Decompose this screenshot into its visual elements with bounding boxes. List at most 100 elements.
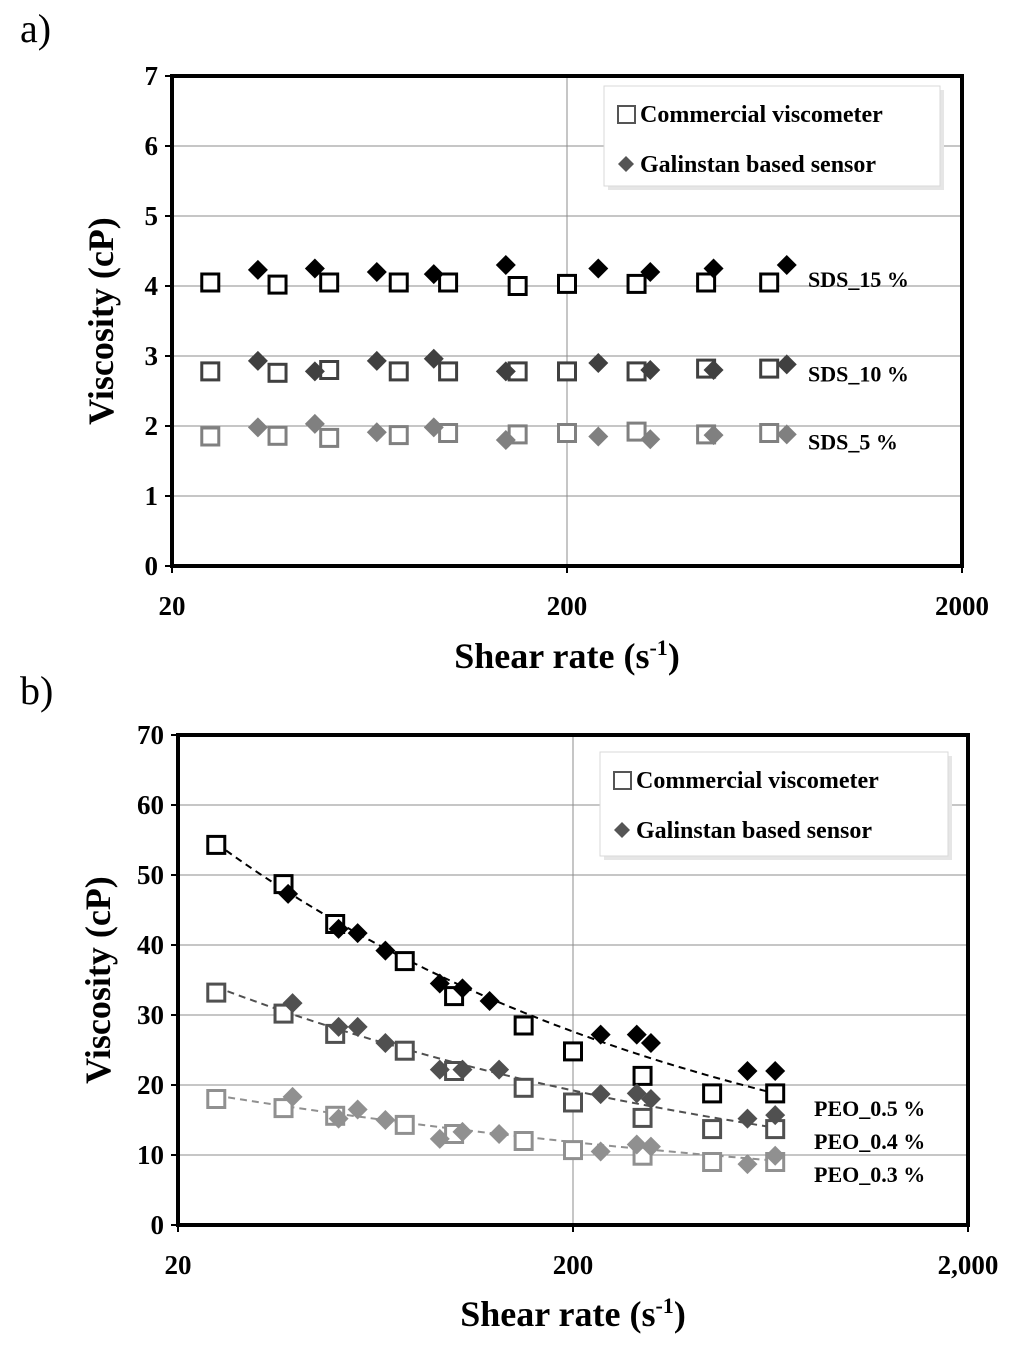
y-tick-label: 6 <box>145 131 159 161</box>
legend-entry-label: Commercial viscometer <box>636 768 879 794</box>
data-point-diamond <box>328 918 349 939</box>
data-point-square <box>626 421 647 442</box>
data-point-square <box>273 1003 294 1024</box>
data-point-square <box>563 1092 583 1113</box>
y-tick-label: 0 <box>151 1210 165 1240</box>
data-point-diamond <box>452 978 473 999</box>
data-point-diamond <box>366 422 387 443</box>
x-axis-title-close: ) <box>668 636 680 676</box>
data-point-square <box>200 272 221 293</box>
data-point-diamond <box>495 430 516 450</box>
y-tick-label: 4 <box>145 271 159 301</box>
data-point-diamond <box>429 1059 450 1080</box>
panel-b-chart: b) 0 10 20 30 40 50 60 70 20 200 2,000 Viscosity (cP… <box>20 668 998 1334</box>
trend-line <box>215 842 776 1095</box>
x-tick-label: 200 <box>547 591 588 621</box>
data-point-diamond <box>640 360 661 380</box>
data-point-square <box>513 1077 534 1098</box>
data-point-diamond <box>479 991 500 1011</box>
data-point-square <box>696 272 717 293</box>
data-point-diamond <box>737 1154 758 1175</box>
data-point-square <box>626 273 647 294</box>
data-point-square <box>206 982 227 1003</box>
data-point-square <box>319 427 340 448</box>
data-point-square <box>632 1065 653 1086</box>
data-point-diamond <box>640 429 661 450</box>
data-point-square <box>702 1083 723 1104</box>
series-annotation: PEO_0.5 % <box>814 1096 925 1121</box>
data-point-diamond <box>347 923 368 944</box>
data-point-diamond <box>304 361 325 382</box>
data-point-diamond <box>347 1016 368 1037</box>
data-point-diamond <box>366 262 387 282</box>
data-point-square <box>388 425 409 446</box>
data-point-diamond <box>776 255 797 275</box>
data-point-square <box>206 834 227 855</box>
data-point-diamond <box>429 1128 450 1149</box>
data-point-diamond <box>375 940 396 961</box>
legend-box <box>603 85 941 187</box>
plot-frame <box>176 733 970 1227</box>
x-axis-title-superscript: -1 <box>655 1293 673 1318</box>
y-tick-label: 2 <box>145 411 159 441</box>
data-point-square <box>200 361 221 382</box>
data-point-diamond <box>429 973 450 994</box>
x-tick-label: 200 <box>553 1250 594 1280</box>
data-point-diamond <box>703 360 724 380</box>
data-point-diamond <box>776 354 797 375</box>
data-point-square <box>394 1114 415 1135</box>
y-tick-label: 20 <box>137 1070 164 1100</box>
data-point-diamond <box>328 1016 349 1037</box>
data-point-square <box>394 951 415 972</box>
x-axis-title-main: Shear rate (s <box>460 1294 655 1334</box>
data-point-diamond <box>776 424 797 445</box>
data-point-diamond <box>452 1059 473 1080</box>
data-point-square <box>563 1140 583 1161</box>
data-point-diamond <box>278 883 299 904</box>
y-tick-label: 50 <box>137 860 164 890</box>
data-point-diamond <box>304 258 325 279</box>
data-point-diamond <box>282 993 303 1014</box>
data-point-square <box>513 1015 534 1036</box>
data-point-diamond <box>304 413 325 434</box>
data-point-diamond <box>590 1024 611 1045</box>
data-point-square <box>507 276 528 296</box>
legend-entry-label: Commercial viscometer <box>640 102 883 128</box>
series-annotation: SDS_15 % <box>808 267 909 292</box>
y-tick-label: 70 <box>137 720 164 750</box>
data-point-square <box>759 423 780 443</box>
data-point-diamond <box>703 425 724 446</box>
series-annotation: SDS_10 % <box>808 362 909 387</box>
data-point-square <box>557 273 577 294</box>
data-point-diamond <box>737 1108 758 1129</box>
y-tick-label: 3 <box>145 341 159 371</box>
y-axis-title: Viscosity (cP) <box>78 876 118 1084</box>
data-point-diamond <box>588 258 609 279</box>
data-point-diamond <box>640 1089 661 1109</box>
data-point-diamond <box>282 1086 303 1107</box>
data-point-square <box>702 1119 723 1140</box>
y-tick-label: 7 <box>145 61 159 91</box>
data-point-diamond <box>640 1033 661 1053</box>
plot-frame <box>170 74 964 568</box>
legend-entry-label: Galinstan based sensor <box>636 818 872 844</box>
data-point-diamond <box>247 259 268 280</box>
y-tick-label: 60 <box>137 790 164 820</box>
legend-diamond-icon <box>618 156 634 172</box>
y-tick-label: 1 <box>145 481 159 511</box>
data-point-diamond <box>423 348 444 369</box>
series-annotation: SDS_5 % <box>808 429 898 454</box>
panel-label: a) <box>20 6 51 51</box>
x-axis-title-main: Shear rate (s <box>454 636 649 676</box>
data-point-diamond <box>489 1059 510 1080</box>
legend-square-icon <box>617 105 636 124</box>
data-point-square <box>765 1083 786 1104</box>
data-point-diamond <box>495 255 516 275</box>
legend-square-icon <box>613 771 632 790</box>
x-tick-label: 20 <box>165 1250 192 1280</box>
legend-box <box>599 751 949 857</box>
data-point-square <box>438 272 459 293</box>
data-point-square <box>702 1152 723 1172</box>
data-point-square <box>759 272 780 293</box>
